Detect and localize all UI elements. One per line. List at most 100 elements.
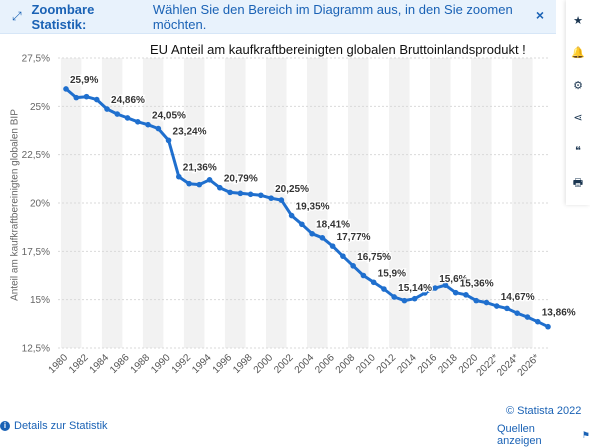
data-label: 25,9% (70, 75, 98, 86)
flag-icon: ⚑ (581, 429, 590, 440)
data-point (370, 279, 377, 286)
data-point (463, 292, 469, 298)
y-tick-label: 20% (30, 199, 50, 210)
data-label: 15,14% (398, 283, 432, 294)
share-icon[interactable]: ⋖ (573, 111, 583, 124)
sources-label: Quellen anzeigen (497, 423, 542, 447)
data-point (381, 286, 387, 292)
data-label: 19,35% (296, 202, 330, 213)
data-label: 17,77% (337, 232, 371, 243)
data-point (534, 318, 541, 325)
x-tick-label: 2018 (436, 352, 460, 376)
data-point (278, 197, 285, 203)
copyright-label: © Statista 2022 (506, 405, 582, 417)
year-band (101, 58, 123, 348)
data-point (217, 184, 223, 191)
x-tick-label: 2000 (252, 352, 276, 376)
details-label: Details zur Statistik (14, 420, 108, 432)
info-icon: i (0, 421, 10, 431)
copyright-link[interactable]: © Statista 2022 (506, 405, 581, 417)
data-point (360, 272, 367, 279)
data-point (176, 173, 182, 180)
bell-icon[interactable]: 🔔 (571, 46, 585, 59)
x-tick-label: 2026* (516, 352, 542, 378)
data-point (104, 106, 110, 112)
data-point (524, 314, 531, 320)
data-point (227, 189, 233, 196)
details-link[interactable]: i Details zur Statistik (0, 420, 108, 432)
x-tick-label: 1996 (211, 352, 235, 376)
data-point (299, 221, 305, 228)
data-point (422, 290, 428, 296)
x-tick-label: 1992 (170, 352, 194, 376)
data-label: 15,6% (439, 274, 467, 285)
x-tick-label: 2012 (375, 352, 399, 376)
data-point (442, 282, 449, 288)
year-band (471, 58, 492, 348)
data-point (350, 263, 356, 269)
sources-link[interactable]: Quellen anzeigen ⚑ (497, 423, 590, 447)
x-tick-label: 1990 (149, 352, 173, 376)
x-tick-label: 1986 (108, 352, 132, 376)
chart-title: EU Anteil am kaufkraftbereinigten global… (150, 42, 526, 57)
close-icon[interactable]: × (535, 7, 544, 23)
y-tick-label: 25% (30, 102, 50, 113)
data-point (206, 177, 213, 183)
data-point (93, 96, 100, 103)
x-tick-label: 1998 (231, 352, 255, 376)
data-point (268, 195, 274, 201)
data-point (483, 299, 490, 306)
data-point (114, 111, 121, 117)
data-point (124, 115, 131, 121)
data-label: 14,67% (501, 292, 535, 303)
data-point (63, 86, 69, 92)
year-band (265, 58, 287, 348)
x-tick-label: 2016 (416, 352, 440, 376)
data-point (83, 93, 90, 100)
data-point (258, 192, 264, 199)
data-label: 23,24% (173, 126, 207, 137)
data-point (473, 297, 480, 304)
data-label: 24,05% (152, 111, 186, 122)
x-tick-label: 2004 (293, 352, 317, 376)
data-point (504, 305, 510, 312)
data-point (401, 297, 408, 304)
y-tick-label: 12,5% (22, 344, 50, 355)
data-point (247, 191, 254, 198)
expand-arrows-icon: ⤢ (12, 9, 22, 23)
data-point (155, 125, 162, 132)
quote-icon[interactable]: ❝ (575, 144, 581, 157)
y-tick-label: 17,5% (22, 247, 50, 258)
y-tick-label: 27,5% (22, 54, 50, 65)
x-tick-label: 1994 (190, 352, 214, 376)
data-point (493, 303, 500, 309)
data-point (134, 119, 141, 125)
data-label: 24,86% (111, 95, 145, 106)
data-label: 13,86% (542, 308, 576, 319)
data-point (186, 180, 192, 187)
data-point (73, 94, 80, 101)
banner-title: Zoombare Statistik: (31, 1, 95, 32)
data-point (309, 230, 315, 237)
data-label: 20,79% (224, 174, 258, 185)
data-point (237, 190, 244, 197)
data-point (288, 212, 295, 219)
x-tick-label: 1984 (88, 352, 112, 376)
gear-icon[interactable]: ⚙ (573, 79, 583, 92)
print-icon[interactable]: 🖶 (572, 176, 584, 189)
data-point (545, 323, 551, 330)
star-icon[interactable]: ★ (573, 14, 583, 27)
x-tick-label: 2010 (354, 352, 378, 376)
y-tick-label: 22,5% (22, 150, 50, 161)
line-chart[interactable]: 12,5%15%17,5%20%22,5%25%27,5% 1980198219… (0, 0, 590, 435)
x-tick-label: 2006 (313, 352, 337, 376)
year-band (142, 58, 164, 348)
data-label: 21,36% (183, 163, 217, 174)
zoom-banner: ⤢ Zoombare Statistik: Wählen Sie den Ber… (0, 0, 556, 34)
year-band (430, 58, 451, 348)
data-label: 16,75% (357, 252, 391, 263)
data-label: 20,25% (275, 184, 309, 195)
data-label: 15,9% (378, 268, 406, 279)
data-point (432, 285, 438, 291)
x-tick-label: 2002 (272, 352, 296, 376)
